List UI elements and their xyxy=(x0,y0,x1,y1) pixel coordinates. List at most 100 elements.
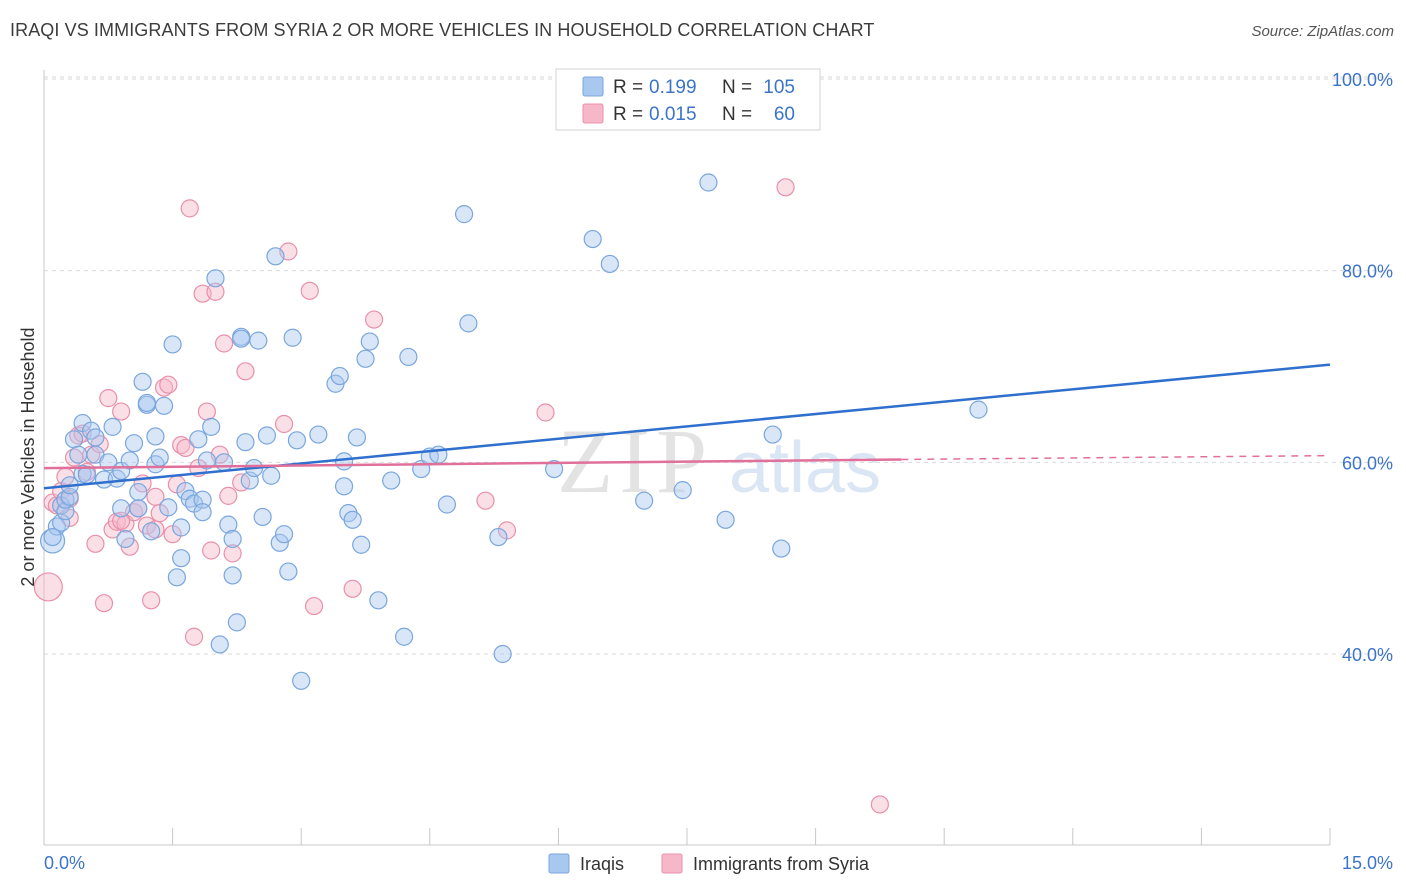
source-credit: Source: ZipAtlas.com xyxy=(1251,23,1394,40)
syria-point xyxy=(159,375,178,394)
iraqis-point xyxy=(283,328,302,347)
y-tick-label-80: 80.0% xyxy=(1342,262,1393,282)
syria-point xyxy=(112,511,131,530)
iraqis-point xyxy=(146,427,165,446)
legend-swatch-iraqis xyxy=(582,76,604,97)
iraqis-point xyxy=(223,529,242,549)
syria-point xyxy=(536,403,555,422)
y-tick-labels: 40.0% 60.0% 80.0% 100.0% xyxy=(1332,70,1393,665)
legend-n-value-iraqis: 105 xyxy=(763,77,795,98)
trend-line-syria-extension xyxy=(901,454,1331,461)
iraqis-point xyxy=(43,527,62,547)
iraqis-point xyxy=(270,533,289,552)
iraqis-point xyxy=(129,482,148,502)
iraqis-point xyxy=(193,490,212,509)
iraqis-point xyxy=(763,425,782,444)
syria-point xyxy=(99,389,118,408)
iraqis-point xyxy=(232,329,251,348)
syria-point xyxy=(206,282,225,301)
iraqis-point xyxy=(382,471,401,490)
iraqis-point xyxy=(437,495,457,514)
iraqis-point xyxy=(279,562,298,581)
iraqis-point xyxy=(103,417,122,436)
iraqis-point xyxy=(69,445,88,464)
syria-point xyxy=(202,541,221,560)
syria-point xyxy=(364,310,384,329)
legend-n-value-syria: 60 xyxy=(774,104,795,125)
syria-point xyxy=(142,591,161,610)
iraqis-point xyxy=(347,428,367,447)
bottom-legend: Iraqis Immigrants from Syria xyxy=(548,853,870,874)
iraqis-point xyxy=(189,430,208,449)
syria-point xyxy=(86,534,105,553)
syria-point xyxy=(223,544,242,563)
bottom-legend-swatch-syria xyxy=(661,853,683,874)
iraqis-point xyxy=(133,372,152,391)
trend-line-iraqis xyxy=(43,363,1331,490)
watermark-atlas: atlas xyxy=(729,428,881,508)
legend-n-label-syria: N = xyxy=(722,104,752,125)
iraqis-point xyxy=(266,247,285,266)
bottom-legend-label-iraqis: Iraqis xyxy=(580,854,624,874)
iraqis-point xyxy=(489,527,508,547)
iraqis-point xyxy=(493,644,512,664)
syria-point xyxy=(776,178,795,197)
syria-point xyxy=(300,281,319,300)
y-tick-label-40: 40.0% xyxy=(1342,645,1393,665)
iraqis-point xyxy=(249,331,268,350)
iraqis-point xyxy=(116,529,135,549)
iraqis-point xyxy=(545,459,564,479)
iraqis-point xyxy=(163,335,182,354)
x-axis-ticks xyxy=(43,828,1331,845)
iraqis-point xyxy=(129,499,148,518)
syria-point xyxy=(33,572,63,602)
iraqis-point xyxy=(330,366,349,386)
syria-point xyxy=(184,627,204,646)
syria-point xyxy=(112,402,131,421)
syria-point xyxy=(197,402,216,421)
iraqis-point xyxy=(253,507,272,527)
syria-point xyxy=(343,579,362,598)
iraqis-point xyxy=(159,498,178,517)
iraqis-point xyxy=(210,635,229,654)
bottom-legend-label-syria: Immigrants from Syria xyxy=(693,854,870,874)
iraqis-point xyxy=(227,613,246,632)
y-tick-label-100: 100.0% xyxy=(1332,70,1393,90)
iraqis-point xyxy=(206,269,225,288)
iraqis-point xyxy=(274,525,294,544)
trend-line-syria xyxy=(43,458,902,470)
y-axis-label: 2 or more Vehicles in Household xyxy=(18,327,38,586)
syria-point xyxy=(214,334,234,353)
iraqis-point xyxy=(459,314,478,333)
iraqis-point xyxy=(309,425,328,444)
iraqis-point xyxy=(142,522,161,541)
iraqis-point xyxy=(172,549,191,568)
syria-point xyxy=(476,491,495,510)
iraqis-point xyxy=(673,481,692,500)
syria-point xyxy=(236,362,255,381)
iraqis-point xyxy=(635,491,654,510)
iraqis-point xyxy=(262,466,281,485)
syria-point xyxy=(274,414,294,434)
iraqis-point xyxy=(223,566,242,585)
iraqis-point xyxy=(64,430,84,449)
iraqis-point xyxy=(343,510,362,529)
iraqis-point xyxy=(150,448,169,467)
syria-point xyxy=(304,596,324,616)
iraqis-point xyxy=(772,539,791,558)
x-tick-label-min: 0.0% xyxy=(44,853,85,873)
iraqis-point xyxy=(716,510,735,529)
iraqis-point xyxy=(969,400,988,419)
syria-point xyxy=(870,795,890,814)
legend-r-value-iraqis: 0.199 xyxy=(649,77,697,98)
iraqis-point xyxy=(236,433,255,452)
syria-point xyxy=(219,486,238,505)
iraqis-point xyxy=(219,515,238,534)
iraqis-point xyxy=(600,254,619,274)
iraqis-point xyxy=(394,627,414,646)
iraqis-point xyxy=(287,431,307,450)
iraqis-point xyxy=(214,453,234,472)
iraqis-point xyxy=(356,349,375,368)
iraqis-point xyxy=(334,477,354,496)
